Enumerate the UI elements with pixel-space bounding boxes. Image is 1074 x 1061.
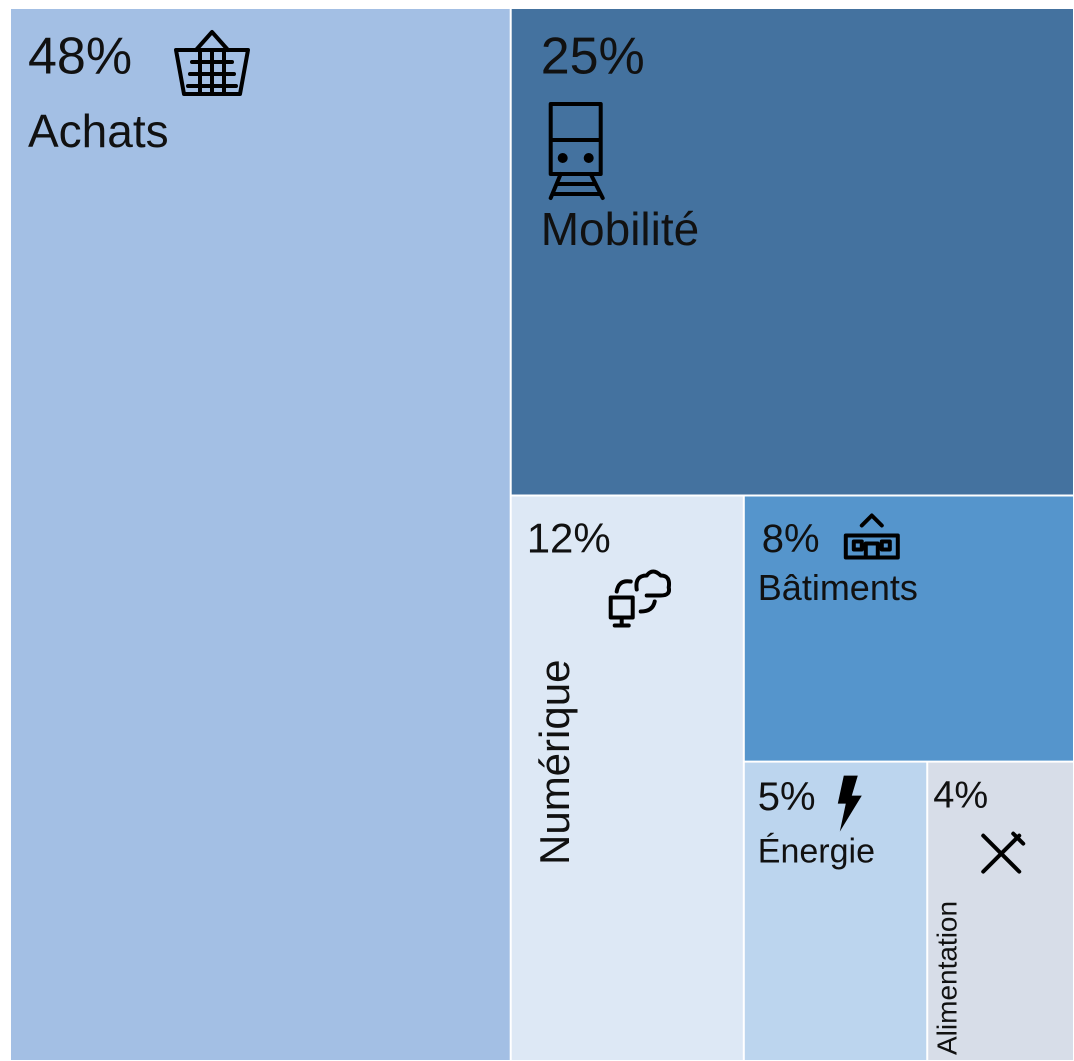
icon-part <box>548 102 603 176</box>
category-icon <box>981 831 1026 874</box>
treemap-tile <box>511 496 743 1060</box>
icon-part <box>583 153 594 163</box>
icon-part <box>843 513 900 560</box>
category-icon <box>608 569 672 628</box>
category-icon <box>843 513 900 560</box>
icon-part <box>608 569 672 628</box>
category-label: Mobilité <box>541 203 700 255</box>
value-label: 4% <box>933 775 988 817</box>
treemap-tile <box>11 9 510 1060</box>
category-label: Achats <box>28 105 169 157</box>
category-icon <box>174 30 250 96</box>
category-icon <box>548 102 605 200</box>
value-label: 8% <box>762 517 820 561</box>
icon-part <box>837 775 862 832</box>
treemap-tile <box>511 9 1073 495</box>
treemap-tile <box>744 496 1073 761</box>
treemap-tile <box>928 762 1073 1060</box>
value-label: 48% <box>28 28 132 86</box>
treemap-tile <box>744 762 927 1060</box>
icon-part <box>981 831 1026 874</box>
category-label: Bâtiments <box>758 567 918 608</box>
value-label: 25% <box>541 28 645 86</box>
category-icon <box>837 775 862 832</box>
category-label: Alimentation <box>932 901 963 1055</box>
value-label: 5% <box>758 775 816 819</box>
value-label: 12% <box>527 515 611 562</box>
icon-part <box>557 153 568 163</box>
category-label: Numérique <box>531 660 578 865</box>
icon-part <box>174 30 250 96</box>
icon-part <box>548 172 605 200</box>
category-label: Énergie <box>758 833 875 871</box>
